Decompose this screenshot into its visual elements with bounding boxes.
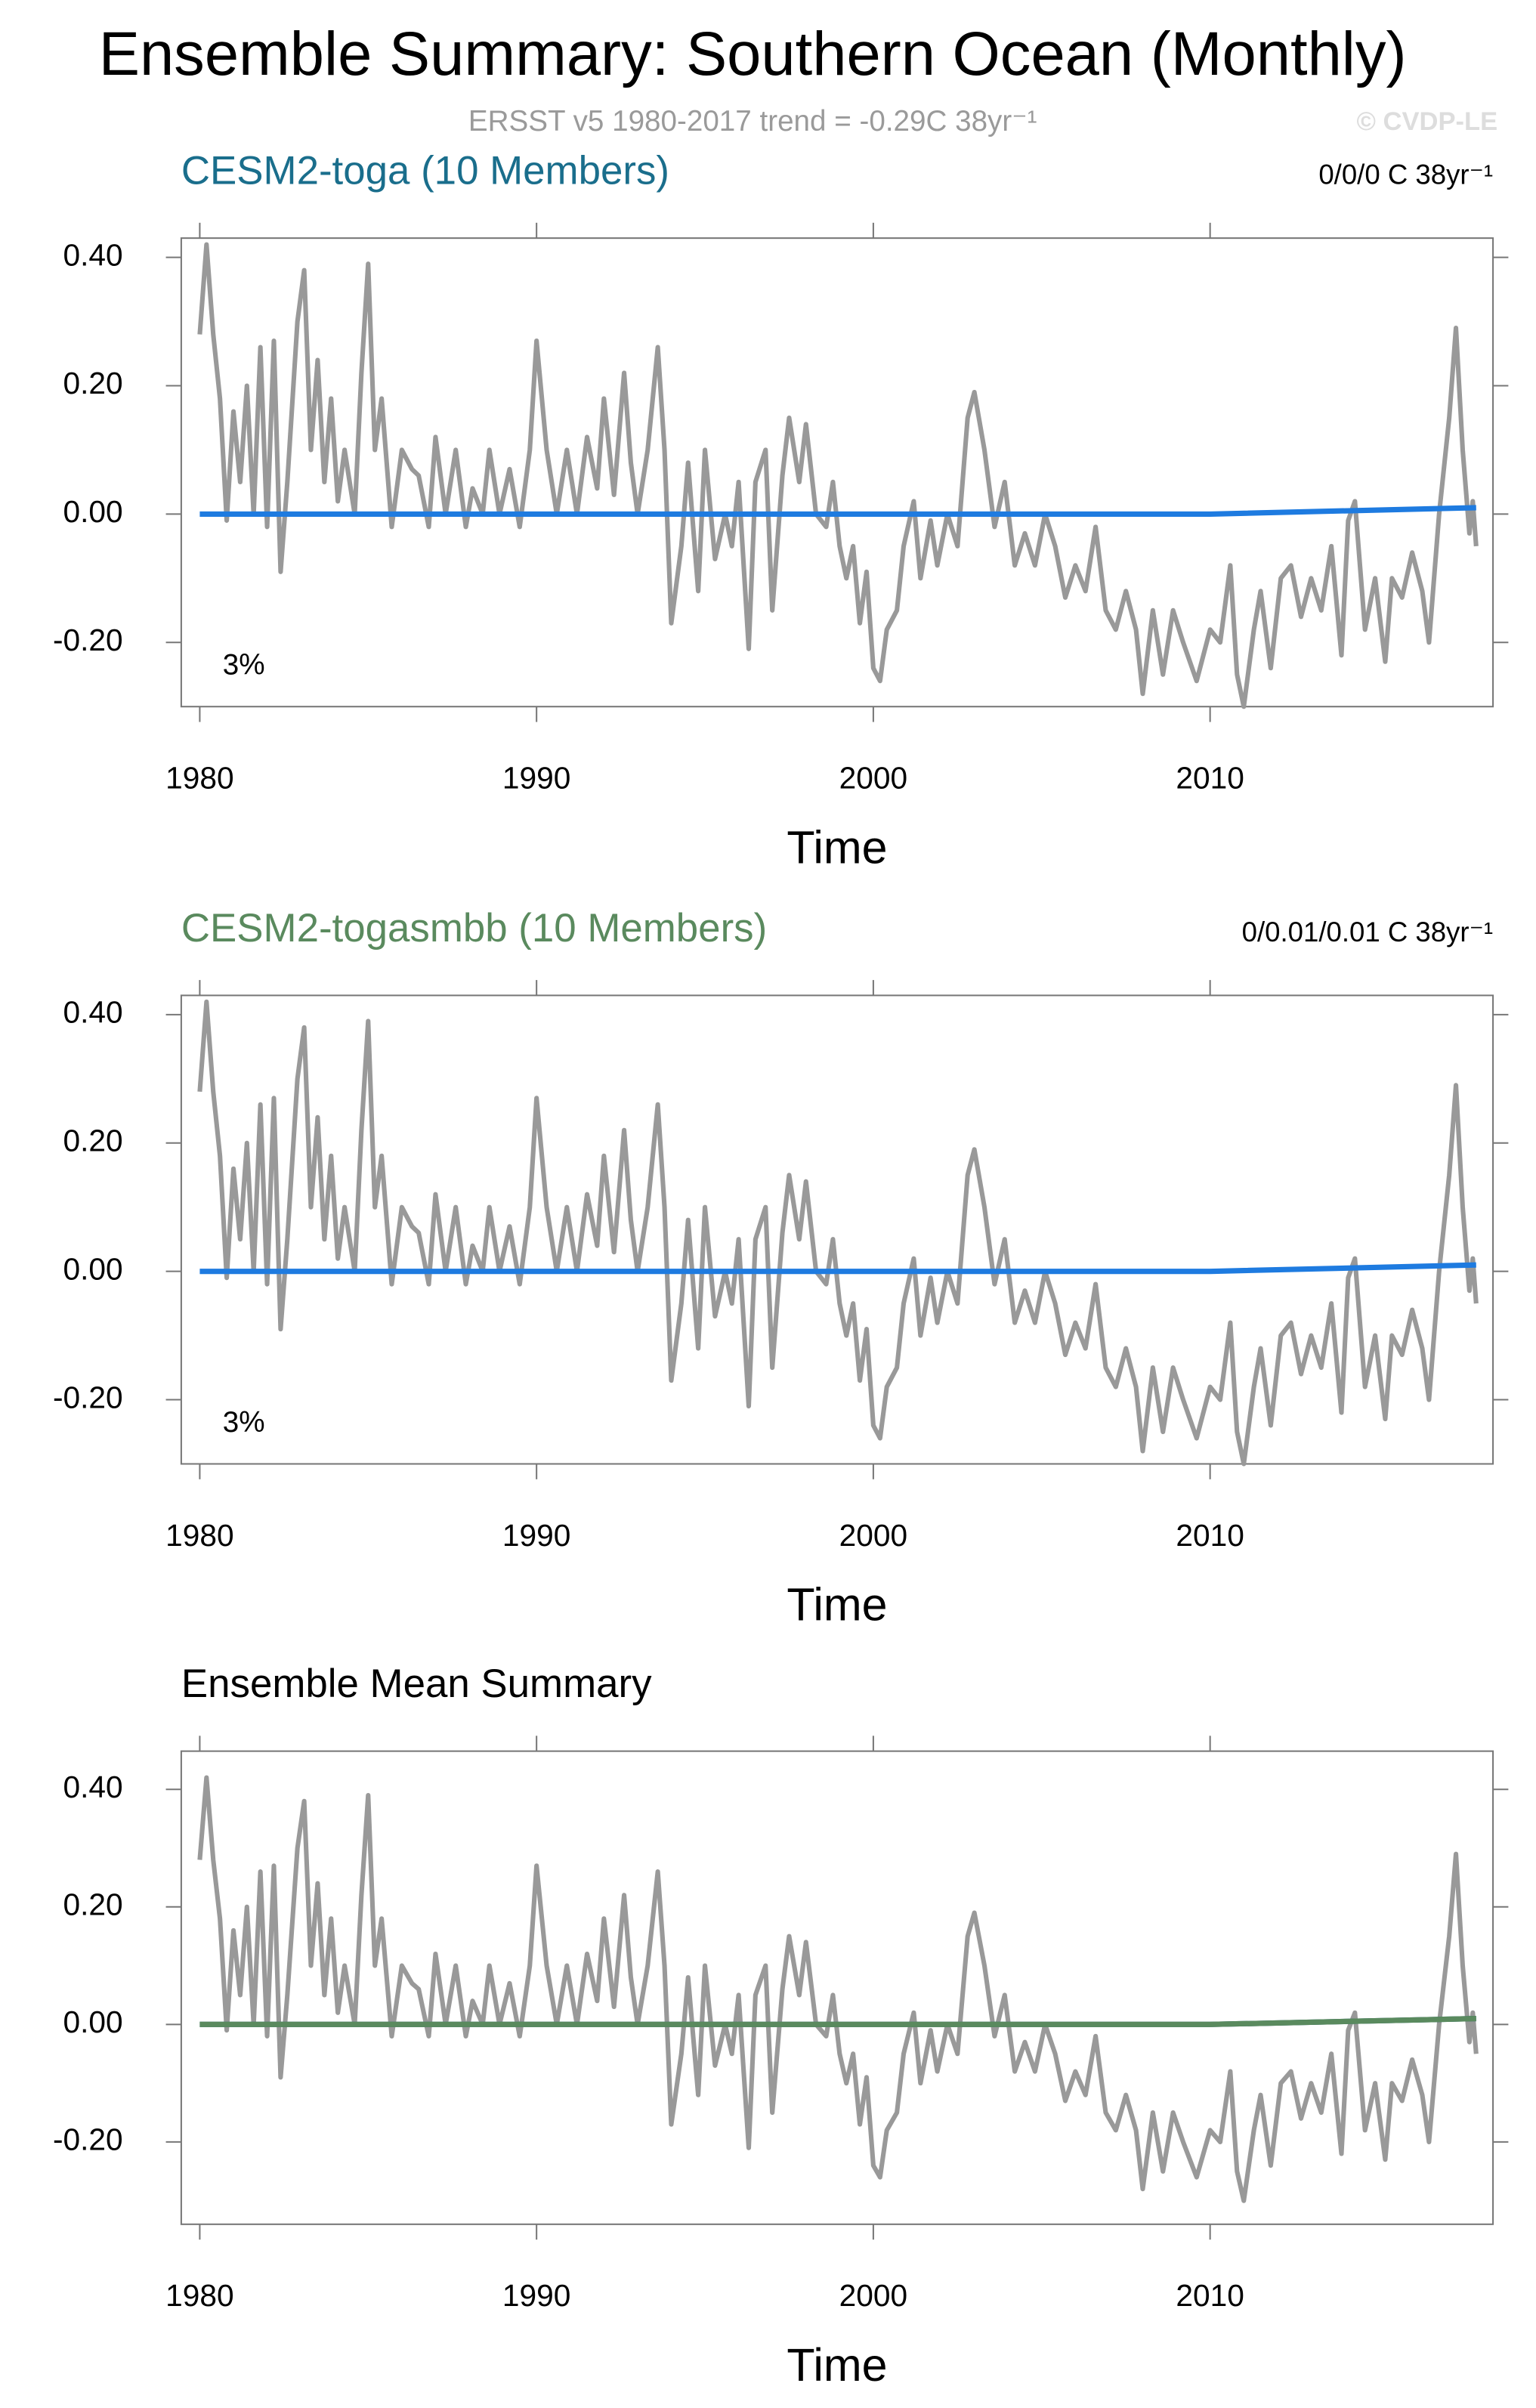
x-tick-label: 2000 — [839, 2278, 907, 2313]
trend-label: 0/0.01/0.01 C 38yr⁻¹ — [1242, 917, 1493, 947]
trend-label: 0/0/0 C 38yr⁻¹ — [1318, 159, 1493, 190]
y-tick-label: 0.00 — [63, 2005, 122, 2039]
series-line — [197, 242, 1479, 709]
series-line — [197, 999, 1479, 1467]
x-tick-label: 1980 — [165, 761, 233, 796]
figure-subtitle: ERSST v5 1980-2017 trend = -0.29C 38yr⁻¹ — [468, 105, 1037, 138]
panel-title: CESM2-togasmbb (10 Members) — [181, 906, 767, 951]
x-tick-label: 1980 — [165, 2278, 233, 2313]
figure-title: Ensemble Summary: Southern Ocean (Monthl… — [99, 20, 1407, 88]
series-line — [199, 505, 1476, 517]
y-tick-label: -0.20 — [53, 623, 123, 657]
y-tick-label: -0.20 — [53, 1380, 123, 1414]
plot-frame — [180, 237, 1494, 708]
x-tick-label: 2010 — [1176, 2278, 1244, 2313]
x-tick-label: 2010 — [1176, 761, 1244, 796]
panel-title: Ensemble Mean Summary — [181, 1661, 652, 1706]
annotation: 3% — [223, 649, 265, 682]
series-line — [199, 2016, 1476, 2027]
watermark: © CVDP-LE — [1356, 107, 1497, 136]
y-tick-label: 0.00 — [63, 1251, 122, 1286]
x-tick-label: 2000 — [839, 1518, 907, 1553]
y-tick-label: 0.40 — [63, 995, 122, 1030]
x-tick-label: 2000 — [839, 761, 907, 796]
x-axis-label: Time — [787, 821, 887, 873]
x-axis-label: Time — [787, 2339, 887, 2391]
x-tick-label: 1980 — [165, 1518, 233, 1553]
x-tick-label: 2010 — [1176, 1518, 1244, 1553]
y-tick-label: 0.40 — [63, 237, 122, 272]
plot-frame — [180, 1750, 1494, 2225]
y-tick-label: 0.00 — [63, 494, 122, 529]
y-tick-label: 0.20 — [63, 1124, 122, 1158]
x-tick-label: 1990 — [502, 1518, 570, 1553]
plot-frame — [180, 994, 1494, 1465]
y-tick-label: 0.20 — [63, 1887, 122, 1922]
y-tick-label: -0.20 — [53, 2122, 123, 2157]
x-axis-label: Time — [787, 1579, 887, 1631]
x-tick-label: 1990 — [502, 2278, 570, 2313]
y-tick-label: 0.20 — [63, 366, 122, 400]
series-line — [197, 1775, 1479, 2203]
series-line — [199, 1262, 1476, 1275]
annotation: 3% — [223, 1406, 265, 1439]
panel-title: CESM2-toga (10 Members) — [181, 149, 669, 193]
x-tick-label: 1990 — [502, 761, 570, 796]
y-tick-label: 0.40 — [63, 1770, 122, 1804]
